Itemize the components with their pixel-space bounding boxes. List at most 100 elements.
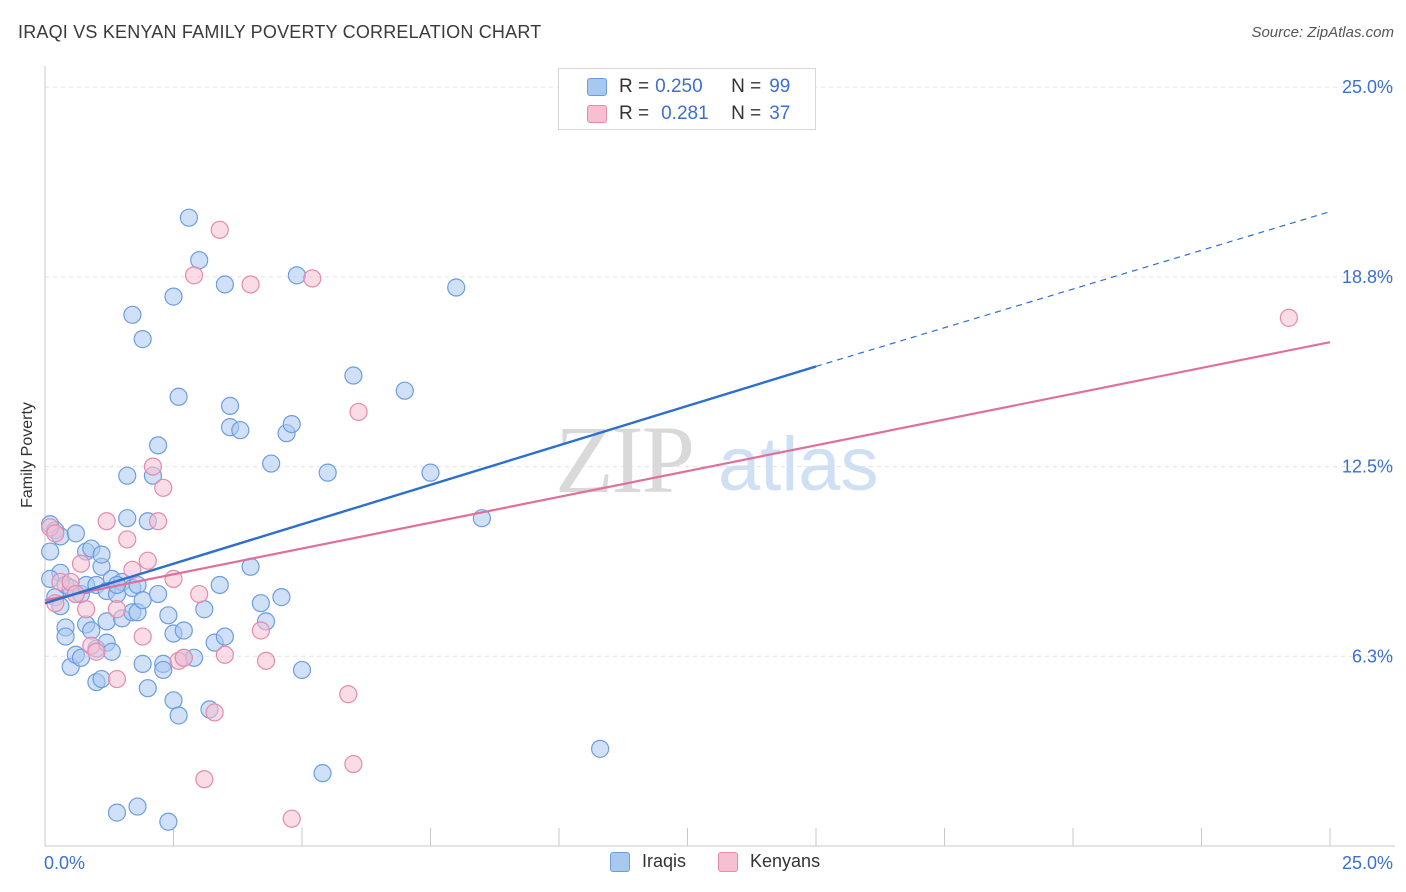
iraqi-point (344, 366, 363, 385)
r-value: 0.281 (661, 103, 709, 124)
iraqi-point (102, 642, 121, 661)
iraqi-point (148, 436, 168, 455)
x-tick-label: 0.0% (44, 853, 85, 873)
kenyan-point (118, 530, 137, 549)
legend-label: Kenyans (750, 851, 821, 871)
series-kenyans (41, 220, 1298, 828)
y-axis-label: Family Poverty (19, 402, 36, 508)
iraqi-point (133, 591, 152, 610)
x-tick-label: 25.0% (1342, 853, 1393, 873)
iraqi-point (123, 305, 142, 324)
iraqi-point (313, 764, 332, 783)
iraqi-point (231, 421, 250, 440)
kenyan-point (174, 648, 193, 667)
iraqi-point (71, 648, 91, 667)
iraqi-point (82, 621, 101, 640)
watermark: ZIP atlas (555, 406, 879, 513)
kenyans-swatch (718, 851, 739, 872)
iraqi-point (287, 266, 306, 285)
iraqi-point (133, 654, 152, 673)
y-tick-label: 25.0% (1342, 77, 1393, 97)
kenyan-point (303, 269, 322, 288)
kenyan-point (344, 754, 363, 774)
iraqi-point (154, 660, 173, 680)
iraqi-point (220, 396, 240, 415)
correlation-legend: R = 0.250 N = 99 R = 0.281 N = 37 (558, 68, 816, 130)
legend-label: Iraqis (642, 851, 687, 871)
iraqi-point (41, 542, 60, 561)
iraqi-point (159, 606, 178, 625)
iraqi-point (107, 803, 127, 822)
iraqi-point (195, 600, 214, 619)
kenyan-point (143, 457, 163, 476)
iraqi-point (164, 691, 183, 710)
iraqi-point (282, 414, 301, 434)
kenyan-point (107, 669, 127, 689)
series-iraqis (41, 208, 610, 831)
kenyan-point (210, 220, 229, 239)
kenyan-point (1279, 308, 1298, 327)
kenyan-point (256, 651, 276, 670)
iraqi-point (272, 588, 291, 607)
iraqi-point (292, 660, 312, 680)
kenyan-point (148, 512, 168, 531)
iraqi-point (421, 463, 440, 482)
kenyan-point (107, 600, 127, 619)
legend-item-kenyans[interactable]: Kenyans (718, 851, 820, 872)
iraqi-point (251, 594, 270, 613)
kenyan-point (339, 685, 358, 704)
source-label: Source: ZipAtlas.com (1251, 24, 1394, 41)
tick-labels: 6.3% 12.5% 18.8% 25.0% 0.0% 25.0% (44, 77, 1393, 873)
trend-lines (44, 211, 1331, 605)
iraqi-point (190, 251, 209, 270)
iraqis-swatch (587, 78, 607, 96)
iraqis-swatch (610, 851, 630, 872)
kenyan-point (46, 524, 65, 543)
iraqi-point (169, 387, 188, 406)
iraqi-point (92, 545, 111, 564)
iraqi-point (179, 208, 199, 227)
legend-row-iraqis: R = 0.250 N = 99 (587, 74, 790, 100)
iraqi-point (447, 278, 466, 297)
iraqi-trend-line (44, 365, 817, 605)
iraqi-point (118, 466, 137, 485)
kenyan-point (154, 478, 173, 497)
iraqi-point (395, 381, 414, 400)
y-tick-label: 6.3% (1352, 646, 1393, 666)
kenyan-point (282, 809, 301, 828)
iraqi-point (210, 575, 229, 595)
kenyan-point (138, 551, 157, 570)
kenyan-point (205, 703, 224, 722)
legend-item-iraqis[interactable]: Iraqis (610, 851, 686, 872)
kenyan-trend-line (44, 341, 1331, 602)
r-value: 0.250 (655, 76, 703, 97)
r-label: R = (619, 103, 650, 124)
kenyan-point (184, 266, 204, 285)
kenyan-point (241, 275, 260, 294)
watermark-zip: ZIP (555, 406, 693, 513)
kenyan-point (77, 600, 96, 619)
kenyan-point (195, 770, 214, 789)
iraqi-point (56, 627, 75, 646)
y-tick-label: 18.8% (1342, 267, 1393, 287)
kenyan-point (215, 645, 234, 664)
iraqi-point (159, 812, 178, 831)
iraqi-point (164, 287, 183, 306)
legend-row-kenyans: R = 0.281 N = 37 (587, 101, 790, 127)
kenyan-point (251, 621, 270, 640)
kenyan-point (190, 584, 209, 604)
r-label: R = (619, 76, 650, 97)
iraqi-trend-extension (815, 211, 1331, 367)
kenyan-point (349, 402, 368, 422)
iraqi-point (262, 454, 281, 473)
kenyan-point (133, 627, 152, 646)
kenyans-swatch (587, 105, 607, 123)
kenyan-point (97, 512, 116, 531)
iraqi-point (138, 679, 157, 698)
watermark-atlas: atlas (718, 422, 879, 507)
n-label: N = (731, 76, 762, 97)
chart-title: IRAQI VS KENYAN FAMILY POVERTY CORRELATI… (18, 22, 542, 42)
iraqi-point (169, 706, 188, 725)
iraqi-point (128, 575, 147, 595)
